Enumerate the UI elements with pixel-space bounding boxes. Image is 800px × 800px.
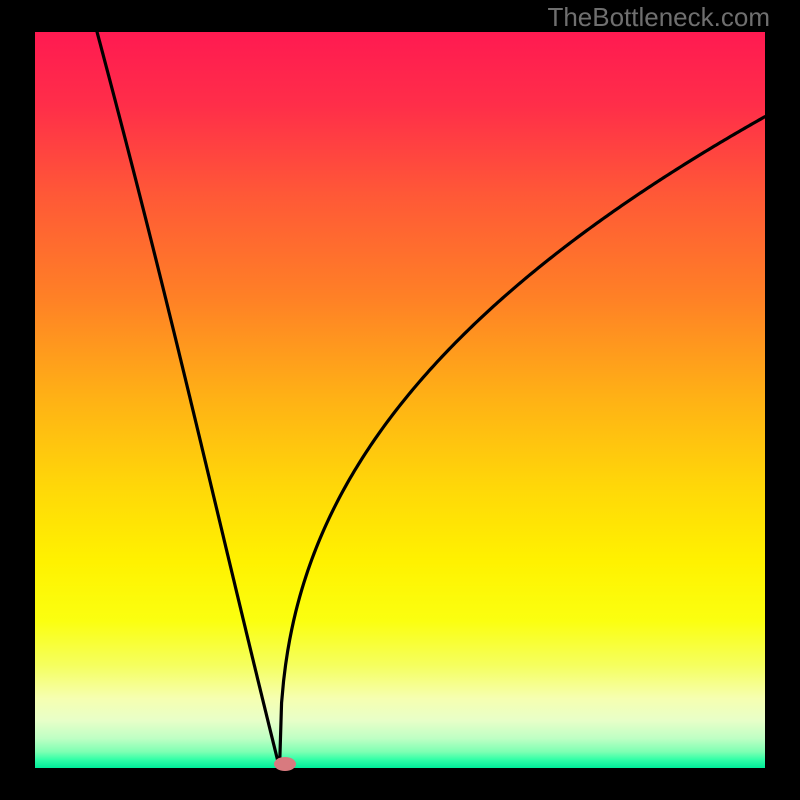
bottleneck-curve — [35, 32, 765, 768]
curve-path — [97, 32, 765, 768]
watermark-text: TheBottleneck.com — [547, 2, 770, 33]
plot-area — [35, 32, 765, 768]
chart-frame: TheBottleneck.com — [0, 0, 800, 800]
optimum-marker — [274, 757, 296, 771]
